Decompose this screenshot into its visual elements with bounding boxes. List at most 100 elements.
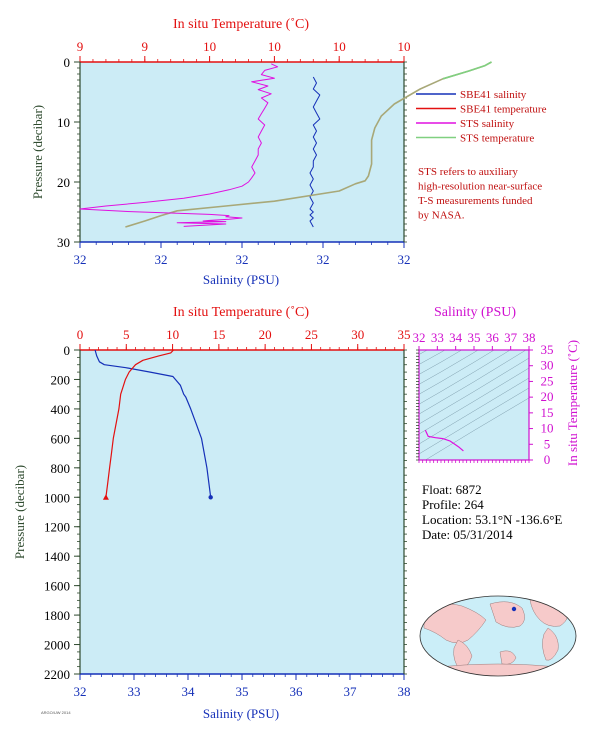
ts-salinity-tick-label: 33 [431,330,444,345]
main-pressure-tick-label: 1000 [44,490,70,505]
legend-label: SBE41 salinity [460,89,527,101]
top-temperature-tick-label: 9 [142,39,149,54]
ts-density-contour [419,377,529,445]
ts-density-contour [419,387,529,455]
ts-salinity-tick-label: 32 [413,330,426,345]
top-salinity-tick-label: 32 [155,252,168,267]
main-pressure-tick-label: 200 [51,372,71,387]
sts-note: STS refers to auxiliary high-resolution n… [418,166,542,222]
ts-density-contour [424,397,529,460]
ts-density-contour [419,350,511,405]
top-panel-temperature-title: In situ Temperature (˚C) [173,17,309,32]
ts-density-contour [419,350,446,365]
top-series-sts-salinity [79,63,279,227]
main-temperature-tick-label: 30 [351,327,364,342]
ts-density-contour [409,262,539,340]
ts-plot-area [419,350,529,460]
ts-temperature-tick-label: 35 [541,342,554,357]
top-temperature-tick-label: 10 [203,39,216,54]
note-line: by NASA. [418,210,465,222]
main-panel-salinity-label: Salinity (PSU) [203,706,279,721]
ts-salinity-tick-label: 37 [504,330,518,345]
main-salinity-tick-label: 36 [290,684,304,699]
location: Location: 53.1°N -136.6°E [422,512,563,527]
ts-lines [424,429,464,452]
ts-density-contours [409,262,539,460]
main-pressure-tick-label: 2200 [44,667,70,682]
ts-salinity-tick-label: 36 [486,330,500,345]
main-temperature-profile [105,349,174,498]
ts-salinity-tick-label: 38 [523,330,536,345]
top-series-sts-temperature [125,61,492,228]
ts-diagram-panel: Salinity (PSU) 32 33 34 35 36 37 3805101520253… [409,262,581,467]
map-outline [419,595,577,677]
main-salinity-tick-label: 32 [74,684,87,699]
main-panel-pressure-label: Pressure (decibar) [12,465,27,559]
main-salinity-tick-label: 34 [182,684,196,699]
main-panel-plot-area [80,350,404,674]
profile-number: Profile: 264 [422,497,484,512]
main-pressure-tick-label: 1800 [44,608,70,623]
float-number: Float: 6872 [422,482,482,497]
ts-density-contour [419,357,529,425]
top-panel-pressure-label: Pressure (decibar) [30,105,45,199]
main-temperature-tick-label: 35 [398,327,411,342]
ts-profile-curve [424,429,464,452]
main-pressure-tick-label: 2000 [44,638,70,653]
top-panel-salinity-label: Salinity (PSU) [203,272,279,287]
legend-label: STS salinity [460,118,515,130]
main-panel-ticks: 32 33 34 35 36 37 38 0 5 10 15 20 25 30 35 0 200 400 600 80… [44,327,411,699]
ts-salinity-title: Salinity (PSU) [434,305,516,320]
main-pressure-tick-label: 800 [51,461,71,476]
main-salinity-tick-label: 38 [398,684,411,699]
note-line: high-resolution near-surface [418,181,542,193]
main-temperature-tick-label: 5 [123,327,130,342]
main-panel-lines [94,349,213,500]
ts-temperature-tick-label: 5 [544,436,551,451]
ts-temperature-tick-label: 30 [541,358,554,373]
main-pressure-tick-label: 1200 [44,520,70,535]
main-temperature-tick-label: 10 [166,327,179,342]
ts-salinity-tick-label: 35 [468,330,481,345]
ts-density-contour [419,350,495,395]
legend: SBE41 salinity SBE41 temperature STS salin… [416,89,547,145]
float-location-marker [511,606,517,612]
main-pressure-tick-label: 1600 [44,579,70,594]
main-salinity-profile [94,349,212,498]
top-panel-lines [79,61,492,228]
ts-temperature-tick-label: 20 [541,389,554,404]
top-pressure-tick-label: 0 [64,55,71,70]
credit-text: ARGO/UW 2014 [41,710,71,715]
note-line: STS refers to auxiliary [418,166,518,178]
legend-label: STS temperature [460,133,534,145]
top-salinity-tick-label: 32 [317,252,330,267]
top-pressure-tick-label: 30 [57,235,70,250]
ts-temperature-tick-label: 10 [541,421,554,436]
main-salinity-tick-label: 37 [344,684,358,699]
ts-density-contour [419,350,463,375]
salinity-end-marker [208,495,213,500]
near-surface-profile-panel: In situ Temperature (˚C) 32 32 32 32 32 9 9 10 1… [30,17,547,287]
ts-density-contour [419,350,527,415]
top-panel-ticks: 32 32 32 32 32 9 9 10 10 10 10 0 10 20 30 [57,39,411,267]
top-panel-plot-area [80,62,404,242]
main-panel-temperature-title: In situ Temperature (˚C) [173,305,309,320]
date: Date: 05/31/2014 [422,527,513,542]
temperature-end-marker [102,494,109,500]
ts-temperature-label: In situ Temperature (˚C) [565,340,580,466]
main-pressure-tick-label: 400 [51,402,71,417]
top-temperature-tick-label: 9 [77,39,84,54]
ts-temperature-tick-label: 15 [541,405,554,420]
top-pressure-tick-label: 10 [57,115,70,130]
float-info: Float: 6872 Profile: 264 Location: 53.1°… [422,482,562,542]
top-temperature-tick-label: 10 [333,39,346,54]
top-salinity-tick-label: 32 [398,252,411,267]
main-temperature-tick-label: 0 [77,327,84,342]
top-pressure-tick-label: 20 [57,175,70,190]
top-series-sts-temperature-surface [442,61,492,80]
main-temperature-tick-label: 25 [305,327,318,342]
ts-temperature-tick-label: 0 [544,452,551,467]
legend-label: SBE41 temperature [460,104,547,116]
